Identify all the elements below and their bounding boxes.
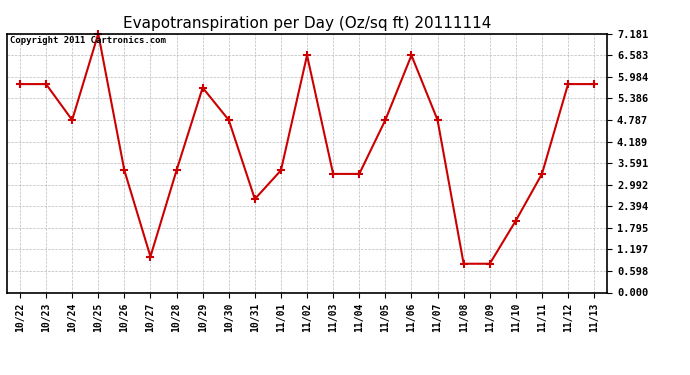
Text: Copyright 2011 Cartronics.com: Copyright 2011 Cartronics.com: [10, 36, 166, 45]
Title: Evapotranspiration per Day (Oz/sq ft) 20111114: Evapotranspiration per Day (Oz/sq ft) 20…: [123, 16, 491, 31]
